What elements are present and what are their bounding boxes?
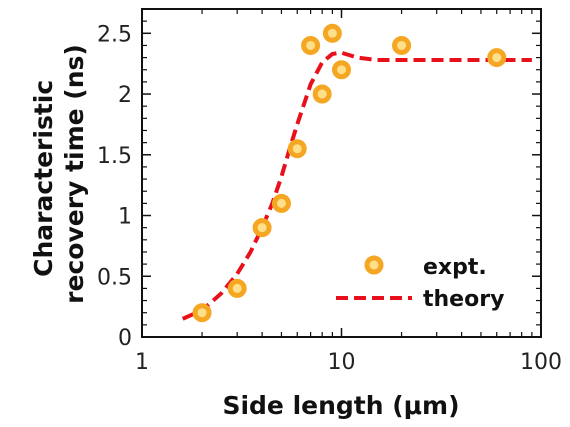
expt-data-point [301, 35, 321, 55]
legend-expt-label: expt. [423, 255, 487, 280]
expt-data-point [332, 60, 351, 80]
expt-data-point [227, 278, 247, 298]
y-axis-label: Characteristic recovery time (ns) [29, 44, 89, 304]
expt-data-point [392, 35, 412, 55]
expt-data-point [252, 218, 272, 238]
expt-data-point [287, 139, 307, 159]
x-axis-label: Side length (μm) [222, 391, 459, 420]
legend-expt-marker [364, 255, 384, 275]
y-tick-label: 2.5 [97, 22, 132, 47]
x-tick-label: 10 [328, 350, 356, 375]
y-tick-label: 2 [118, 83, 132, 108]
legend: expt. theory [336, 255, 504, 312]
expt-data-point [322, 23, 342, 43]
x-tick-label: 1 [135, 350, 149, 375]
expt-data-point [271, 193, 291, 213]
expt-data-point [192, 303, 212, 323]
y-axis-label-line-1: Characteristic [29, 80, 58, 277]
expt-data-point [487, 48, 507, 68]
y-axis-label-line-2: recovery time (ns) [60, 44, 89, 304]
y-tick-label: 1 [118, 205, 132, 230]
x-tick-label: 100 [520, 350, 562, 375]
legend-theory-label: theory [423, 287, 504, 312]
plot-area [181, 23, 532, 323]
y-tick-label: 1.5 [97, 144, 132, 169]
y-tick-label: 0.5 [97, 265, 132, 290]
axis-ticks: 1 10 100 0 0.5 1 1.5 2 2.5 [97, 8, 562, 375]
y-tick-label: 0 [118, 326, 132, 351]
expt-data-point [312, 84, 332, 104]
